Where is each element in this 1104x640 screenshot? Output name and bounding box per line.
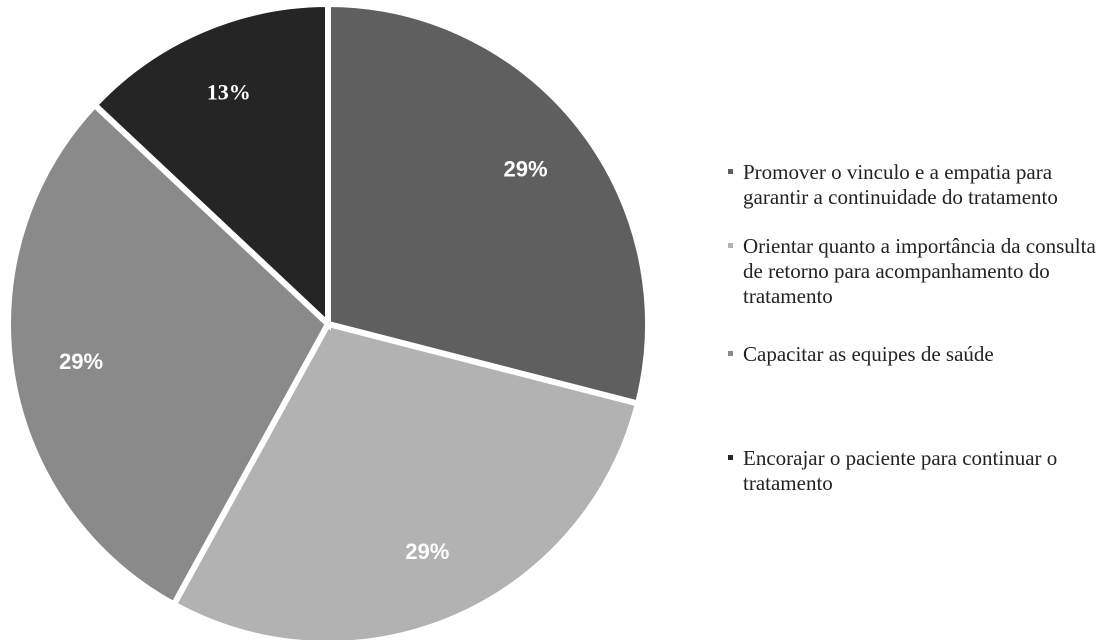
pie-slice-2 — [169, 320, 642, 640]
legend-item-4: Encorajar o paciente para continuar o tr… — [728, 446, 1098, 496]
legend-item-3: Capacitar as equipes de saúde — [728, 342, 1098, 367]
legend-item-1: Promover o vinculo e a empatia para gara… — [728, 160, 1098, 210]
pie-slices — [5, 0, 651, 640]
legend-label-1: Promover o vinculo e a empatia para gara… — [743, 160, 1058, 209]
legend-marker-2 — [728, 243, 733, 248]
legend-label-2: Orientar quanto a importância da consult… — [743, 234, 1096, 308]
legend-item-2: Orientar quanto a importância da consult… — [728, 234, 1098, 309]
pie-slice-1 — [325, 0, 651, 408]
slice-label-1: 29% — [503, 157, 547, 182]
legend-label-4: Encorajar o paciente para continuar o tr… — [743, 446, 1058, 495]
pie-slice-3 — [5, 100, 332, 609]
slice-label-3: 29% — [59, 349, 103, 374]
slice-label-4: 13% — [207, 80, 251, 105]
pie-slice-4 — [90, 0, 331, 331]
legend-label-3: Capacitar as equipes de saúde — [743, 342, 994, 366]
pie-chart: 29% 29% 29% 13% — [5, 0, 651, 640]
pie-labels: 29% 29% 29% 13% — [59, 80, 547, 565]
legend-marker-3 — [728, 351, 733, 356]
slice-label-2: 29% — [405, 539, 449, 564]
legend-marker-4 — [728, 455, 733, 460]
legend-marker-1 — [728, 169, 733, 174]
